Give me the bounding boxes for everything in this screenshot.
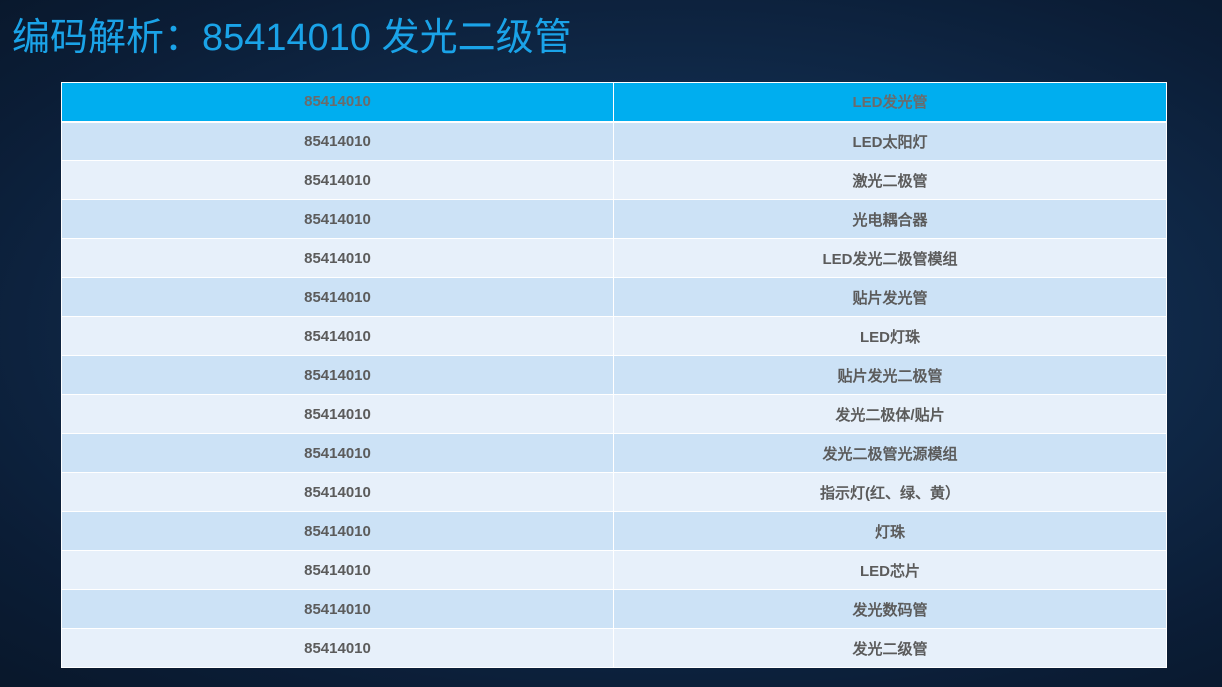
code-cell: 85414010 <box>61 433 614 473</box>
name-cell: LED芯片 <box>613 550 1167 590</box>
code-cell: 85414010 <box>61 277 614 317</box>
name-cell: 发光二级管 <box>613 628 1167 668</box>
code-cell: 85414010 <box>61 160 614 200</box>
code-cell: 85414010 <box>61 238 614 278</box>
name-cell: LED太阳灯 <box>613 121 1167 161</box>
name-cell: 发光数码管 <box>613 589 1167 629</box>
code-cell: 85414010 <box>61 550 614 590</box>
name-cell: 灯珠 <box>613 511 1167 551</box>
code-cell: 85414010 <box>61 394 614 434</box>
table-row: 85414010 LED发光二极管模组 <box>61 238 1167 278</box>
table-row: 85414010 激光二极管 <box>61 160 1167 200</box>
table-row: 85414010 LED灯珠 <box>61 316 1167 356</box>
table-row: 85414010 LED芯片 <box>61 550 1167 590</box>
code-cell: 85414010 <box>61 472 614 512</box>
table-row: 85414010 LED太阳灯 <box>61 121 1167 161</box>
code-cell: 85414010 <box>61 589 614 629</box>
code-cell: 85414010 <box>61 199 614 239</box>
code-table: 85414010 LED发光管 85414010 LED太阳灯 85414010… <box>61 82 1167 668</box>
code-cell: 85414010 <box>61 355 614 395</box>
slide-title: 编码解析：85414010 发光二级管 <box>12 17 572 59</box>
code-cell: 85414010 <box>61 628 614 668</box>
table-row: 85414010 发光二级管 <box>61 628 1167 668</box>
table-row: 85414010 贴片发光管 <box>61 277 1167 317</box>
name-cell: LED发光二极管模组 <box>613 238 1167 278</box>
name-cell: 贴片发光二极管 <box>613 355 1167 395</box>
table-row: 85414010 灯珠 <box>61 511 1167 551</box>
table-row: 85414010 指示灯(红、绿、黄） <box>61 472 1167 512</box>
name-cell: 发光二极体/贴片 <box>613 394 1167 434</box>
table-row: 85414010 光电耦合器 <box>61 199 1167 239</box>
table-row: 85414010 贴片发光二极管 <box>61 355 1167 395</box>
table-header-row: 85414010 LED发光管 <box>61 82 1167 123</box>
code-cell: 85414010 <box>61 316 614 356</box>
table-row: 85414010 发光数码管 <box>61 589 1167 629</box>
code-cell: 85414010 <box>61 121 614 161</box>
name-cell: 贴片发光管 <box>613 277 1167 317</box>
name-cell: 光电耦合器 <box>613 199 1167 239</box>
header-code-cell: 85414010 <box>61 82 614 123</box>
name-cell: 发光二极管光源模组 <box>613 433 1167 473</box>
name-cell: 指示灯(红、绿、黄） <box>613 472 1167 512</box>
table-row: 85414010 发光二极管光源模组 <box>61 433 1167 473</box>
name-cell: LED灯珠 <box>613 316 1167 356</box>
table-row: 85414010 发光二极体/贴片 <box>61 394 1167 434</box>
code-cell: 85414010 <box>61 511 614 551</box>
code-table-body: 85414010 LED发光管 85414010 LED太阳灯 85414010… <box>61 82 1167 668</box>
name-cell: 激光二极管 <box>613 160 1167 200</box>
header-name-cell: LED发光管 <box>613 82 1167 123</box>
